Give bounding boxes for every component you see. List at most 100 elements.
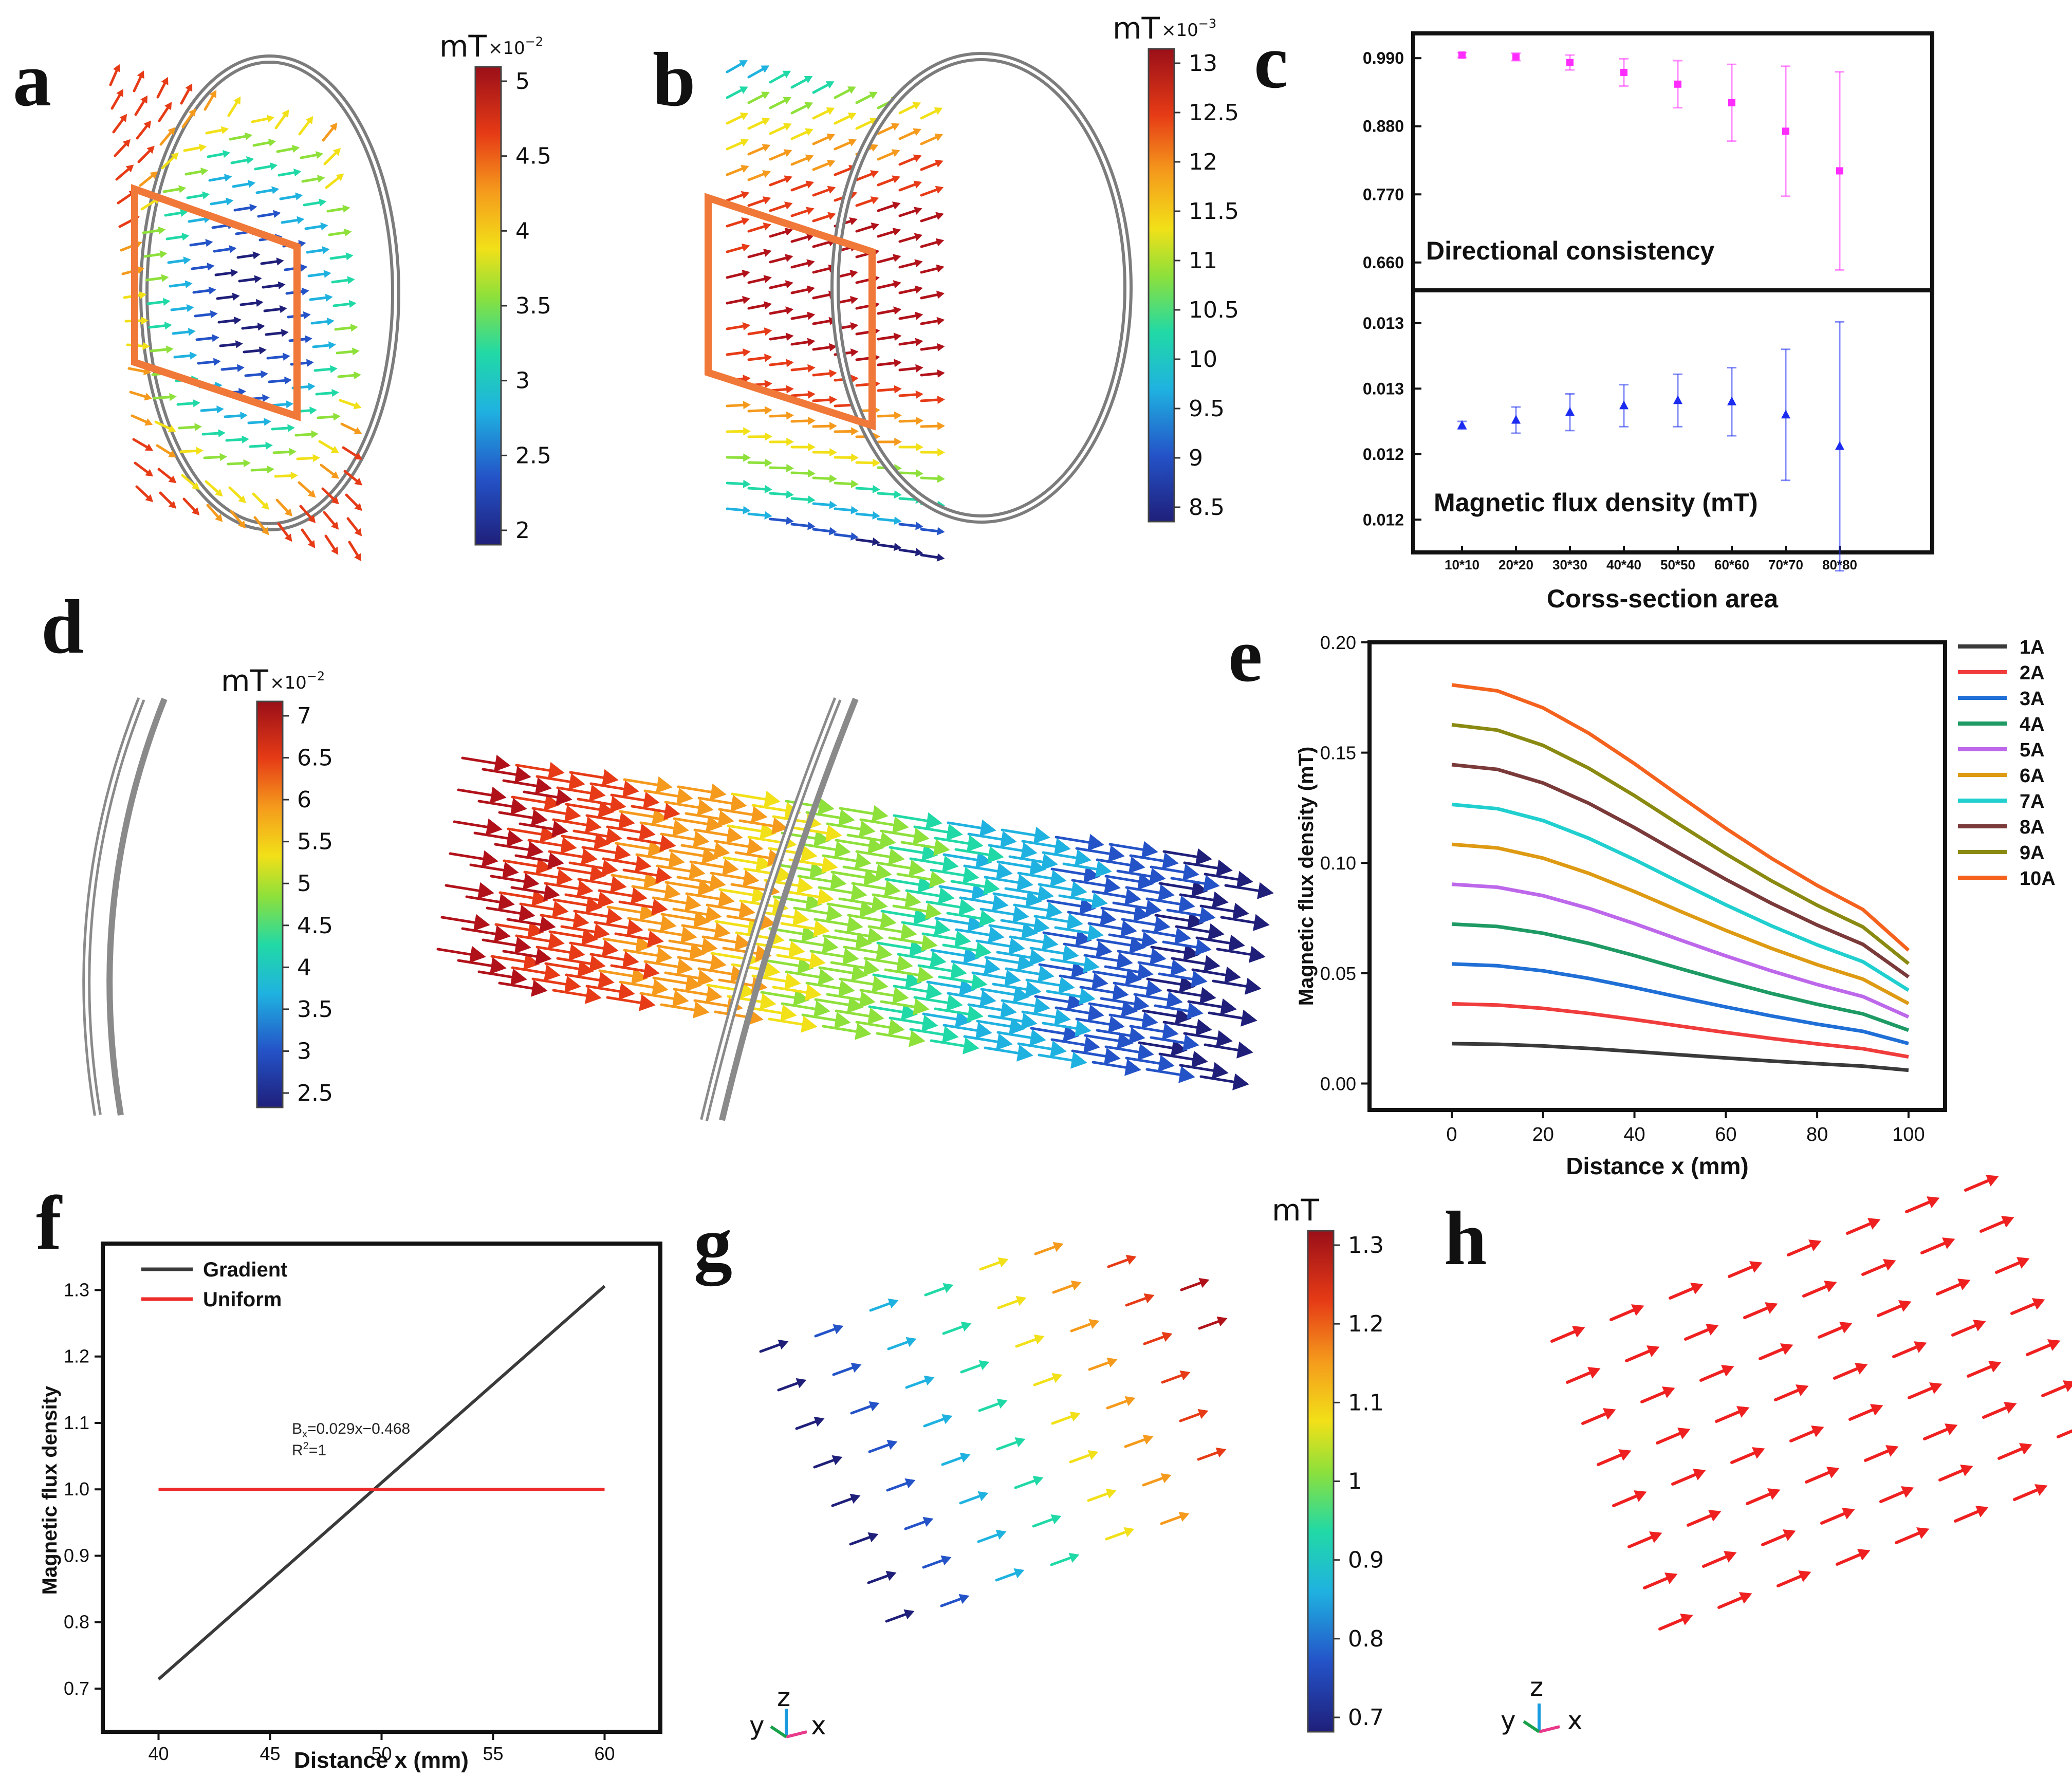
field-arrow-d (772, 893, 822, 911)
field-arrow-g (1160, 1511, 1190, 1525)
field-arrow-g (1033, 1373, 1063, 1386)
colorbar-tick-label: 9 (1189, 445, 1203, 471)
field-arrow-d (847, 912, 897, 929)
field-arrow-g (940, 1594, 970, 1607)
field-arrow-d (818, 964, 868, 982)
field-arrow-d (1054, 1004, 1104, 1022)
colorbar-tick-label: 2 (515, 517, 530, 544)
field-arrow-a (201, 429, 226, 437)
field-arrow-b (898, 154, 922, 166)
field-arrow-b (898, 128, 921, 140)
field-arrow-d (813, 916, 863, 933)
field-arrow-d (814, 996, 864, 1013)
field-arrow-a (252, 138, 276, 147)
field-arrow-d (557, 864, 606, 882)
field-arrow-a (263, 305, 287, 313)
field-arrow-g (1052, 1280, 1082, 1294)
field-arrow-d (506, 916, 556, 933)
field-arrow-d (498, 979, 548, 997)
field-arrow-b (855, 223, 879, 233)
field-arrow-d (515, 932, 565, 950)
field-arrow-d (714, 838, 764, 855)
field-arrow-d (1183, 1030, 1233, 1047)
field-arrow-d (930, 866, 979, 884)
e-legend-label: 6A (2020, 765, 2045, 787)
field-arrow-b (790, 76, 813, 89)
arrow-field-h (1550, 1175, 2072, 1631)
field-arrow-a (274, 471, 298, 480)
field-arrow-g (904, 1516, 934, 1530)
field-arrow-d (615, 840, 664, 857)
field-arrow-g (1161, 1370, 1191, 1384)
colorbar-tick-label: 3 (297, 1038, 311, 1064)
field-arrow-a (131, 414, 153, 426)
field-arrow-a (329, 252, 354, 261)
c-point (1511, 415, 1521, 424)
field-arrow-d (892, 902, 942, 920)
field-arrow-d (556, 955, 606, 972)
e-series-line (1451, 1042, 1909, 1072)
field-arrow-b (769, 254, 793, 264)
field-arrow-d (664, 969, 714, 987)
field-arrow-h (1995, 1257, 2030, 1274)
field-arrow-d (955, 926, 1005, 943)
field-arrow-b (747, 432, 772, 441)
field-arrow-g (1125, 1293, 1155, 1307)
field-arrow-d (855, 848, 905, 865)
field-arrow-b (790, 390, 816, 399)
field-arrow-b (920, 133, 943, 145)
field-arrow-d (872, 891, 921, 909)
field-arrow-b (769, 516, 794, 525)
field-arrow-d (1008, 853, 1058, 871)
field-arrow-d (693, 826, 743, 844)
c-point (1512, 53, 1520, 61)
field-arrow-d (954, 846, 1004, 863)
field-arrow-d (1175, 923, 1225, 940)
field-arrow-g (1069, 1450, 1099, 1464)
field-arrow-h (1879, 1486, 1914, 1503)
field-arrow-d (618, 898, 668, 916)
field-arrow-a (320, 464, 340, 479)
field-arrow-d (768, 1015, 818, 1033)
field-arrow-d (1001, 997, 1050, 1014)
colorbar-tick-label: 1 (1348, 1469, 1362, 1495)
field-arrow-d (1038, 961, 1088, 978)
f-legend-label: Uniform (203, 1288, 282, 1311)
field-arrow-b (855, 538, 880, 546)
field-arrow-d (565, 801, 615, 818)
c-point (1727, 396, 1736, 405)
colorbar-tick-label: 4.5 (515, 143, 551, 170)
field-arrow-d (606, 903, 656, 921)
field-arrow-d (934, 835, 984, 852)
field-arrow-d (884, 876, 934, 893)
field-arrow-d (565, 971, 615, 989)
field-arrow-a (300, 151, 324, 159)
c-point (1619, 400, 1629, 410)
field-arrow-d (552, 816, 602, 834)
field-arrow-b (877, 490, 902, 499)
e-legend-label: 8A (2020, 817, 2045, 838)
panel-label-h: h (1444, 1196, 1487, 1281)
field-arrow-d (1100, 904, 1150, 922)
field-arrow-d (731, 790, 781, 808)
field-arrow-b (898, 338, 923, 346)
field-arrow-b (812, 186, 836, 197)
field-arrow-d (697, 794, 747, 812)
field-arrow-d (1092, 1059, 1141, 1076)
field-arrow-d (560, 923, 610, 940)
field-arrow-g (997, 1295, 1027, 1309)
c-ytick-label: 0.012 (1363, 445, 1404, 464)
field-arrow-d (1013, 901, 1063, 919)
e-series-line (1451, 962, 1909, 1046)
field-arrow-d (1195, 934, 1245, 952)
colorbar-a: mT ×10−2 5 4.5 4 3.5 3 2.5 2 (439, 29, 551, 546)
field-arrow-d (660, 911, 710, 928)
field-arrow-d (1145, 1066, 1195, 1083)
field-arrow-b (877, 411, 902, 420)
field-arrow-a (110, 88, 124, 110)
field-arrow-b (747, 118, 770, 130)
field-arrow-d (461, 925, 511, 942)
field-arrow-d (760, 989, 810, 1006)
field-arrow-d (673, 986, 723, 1003)
